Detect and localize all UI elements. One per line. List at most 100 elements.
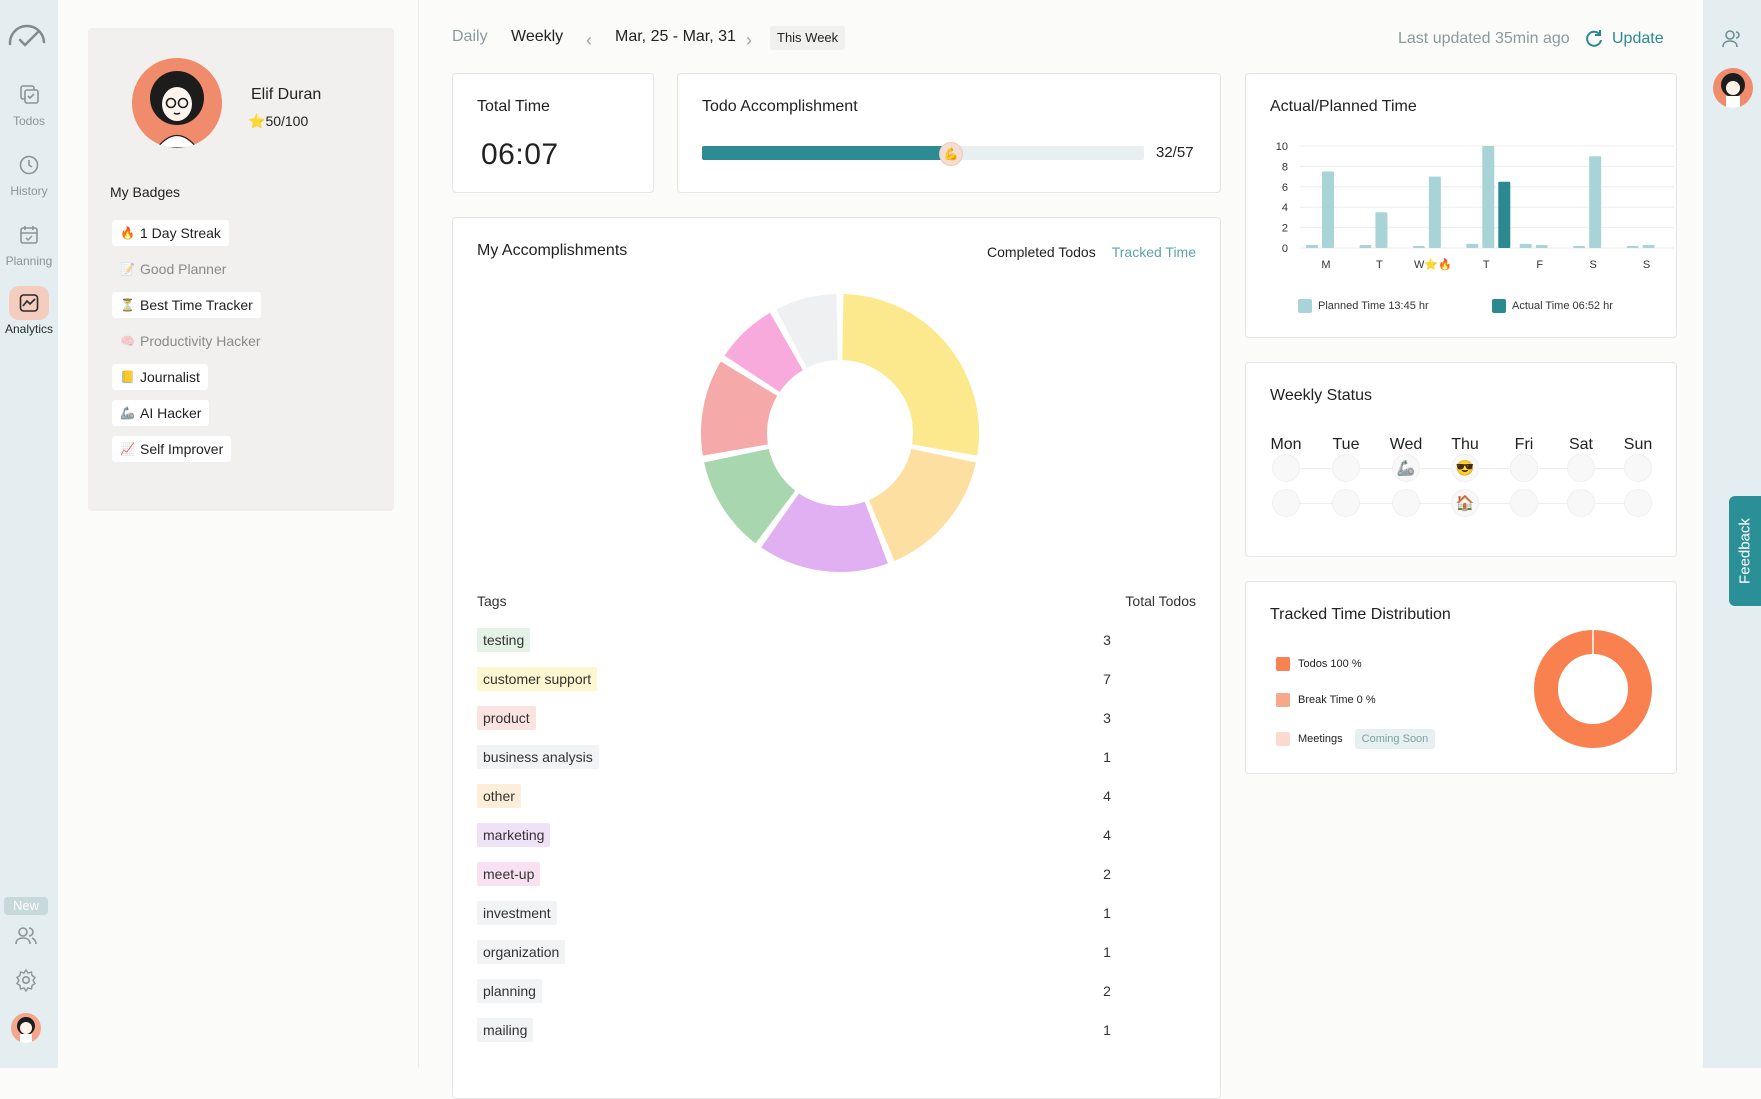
- logo-icon[interactable]: [6, 20, 48, 50]
- bar[interactable]: [1359, 244, 1372, 248]
- badge-item[interactable]: 🔥 1 Day Streak: [112, 220, 229, 246]
- refresh-icon: [1586, 30, 1602, 47]
- badge-item[interactable]: ⏳ Best Time Tracker: [112, 292, 261, 318]
- user-avatar[interactable]: [11, 1013, 41, 1043]
- status-cell: [1567, 454, 1595, 482]
- card-title: Tracked Time Distribution: [1270, 606, 1451, 623]
- bar[interactable]: [1626, 245, 1639, 248]
- tag-chip[interactable]: planning: [477, 979, 542, 1003]
- tab-weekly[interactable]: Weekly: [511, 28, 564, 45]
- bar[interactable]: [1322, 171, 1334, 249]
- weekday-label: Mon: [1270, 436, 1302, 453]
- status-cell: [1510, 454, 1538, 482]
- donut-segment[interactable]: [701, 446, 798, 546]
- nav-label: Analytics: [4, 322, 54, 336]
- donut-segment[interactable]: [699, 359, 780, 458]
- badges-title: My Badges: [110, 184, 181, 200]
- bar[interactable]: [1642, 244, 1655, 248]
- tag-chip[interactable]: meet-up: [477, 862, 541, 886]
- team-icon[interactable]: [14, 924, 38, 948]
- nav-item-planning[interactable]: Planning: [0, 218, 58, 268]
- tag-row: customer support 7: [477, 667, 1117, 693]
- tag-chip[interactable]: product: [477, 706, 536, 730]
- tag-row: organization 1: [477, 940, 1117, 966]
- total-time-value: 06:07: [481, 138, 559, 171]
- bar[interactable]: [1375, 212, 1388, 248]
- nav-item-history[interactable]: History: [0, 148, 58, 198]
- nav-item-analytics[interactable]: Analytics: [0, 286, 58, 336]
- avatar-face-icon: [17, 1017, 35, 1043]
- badge-label: Productivity Hacker: [140, 333, 261, 349]
- settings-gear-icon[interactable]: [14, 968, 38, 992]
- bar[interactable]: [1428, 176, 1441, 248]
- donut-segment[interactable]: [758, 491, 891, 574]
- legend-planned: Planned Time 13:45 hr: [1298, 299, 1429, 313]
- tag-chip[interactable]: mailing: [477, 1018, 534, 1042]
- status-cell: [1624, 454, 1652, 482]
- weekday-label: Wed: [1389, 436, 1423, 453]
- star-icon: ⭐: [248, 113, 266, 129]
- profile-panel: Elif Duran ⭐50/100 My Badges 🔥 1 Day Stre…: [88, 28, 394, 511]
- feedback-tab[interactable]: Feedback: [1729, 496, 1761, 606]
- x-tick-label: M: [1321, 259, 1330, 271]
- tag-chip[interactable]: organization: [477, 940, 566, 964]
- tag-chip[interactable]: testing: [477, 628, 531, 652]
- legend-actual: Actual Time 06:52 hr: [1492, 299, 1613, 313]
- tag-chip[interactable]: business analysis: [477, 745, 599, 769]
- legend-label: Break Time 0 %: [1298, 694, 1376, 706]
- weekday-label: Tue: [1332, 436, 1360, 453]
- badge-item[interactable]: 🧠 Productivity Hacker: [112, 328, 269, 354]
- bar[interactable]: [1498, 181, 1511, 248]
- collaborator-avatar[interactable]: [1713, 68, 1753, 108]
- tag-count: 1: [1103, 1022, 1111, 1038]
- total-todos-header: Total Todos: [1125, 593, 1196, 609]
- bar[interactable]: [1412, 245, 1425, 248]
- y-tick-label: 8: [1282, 161, 1288, 173]
- tab-completed-todos[interactable]: Completed Todos: [987, 244, 1096, 260]
- badge-item[interactable]: 🦾 AI Hacker: [112, 400, 210, 426]
- legend-swatch: [1276, 693, 1290, 707]
- badge-item[interactable]: 📝 Good Planner: [112, 256, 234, 282]
- badge-item[interactable]: 📒 Journalist: [112, 364, 208, 390]
- bar[interactable]: [1306, 244, 1318, 248]
- badge-label: AI Hacker: [140, 405, 202, 421]
- bar[interactable]: [1519, 243, 1532, 248]
- status-cell: [1332, 489, 1360, 517]
- tag-chip[interactable]: investment: [477, 901, 557, 925]
- y-tick-label: 0: [1282, 243, 1288, 255]
- accomplishments-card: My Accomplishments Completed Todos Track…: [452, 217, 1221, 1099]
- legend-label: Meetings: [1298, 733, 1343, 745]
- tab-tracked-time[interactable]: Tracked Time: [1111, 244, 1196, 260]
- tag-chip[interactable]: marketing: [477, 823, 551, 847]
- tracked-time-distribution-card: Tracked Time Distribution Todos 100 % Br…: [1245, 581, 1677, 774]
- nav-item-todos[interactable]: Todos: [0, 78, 58, 128]
- donut-segment[interactable]: [722, 310, 806, 395]
- donut-segment[interactable]: [866, 446, 979, 564]
- this-week-button[interactable]: This Week: [770, 26, 846, 50]
- bar[interactable]: [1573, 245, 1586, 248]
- bar[interactable]: [1589, 156, 1602, 248]
- legend-todos: Todos 100 %: [1276, 657, 1362, 671]
- bar[interactable]: [1535, 244, 1548, 248]
- legend-break-time: Break Time 0 %: [1276, 693, 1376, 707]
- progress-count: 32/57: [1156, 144, 1194, 161]
- tab-daily[interactable]: Daily: [452, 28, 488, 45]
- chevron-left-icon[interactable]: ‹: [586, 30, 592, 50]
- tag-chip[interactable]: other: [477, 784, 521, 808]
- bar[interactable]: [1466, 243, 1479, 248]
- people-icon[interactable]: [1720, 27, 1744, 51]
- donut-segment[interactable]: [773, 292, 840, 371]
- tag-count: 3: [1103, 710, 1111, 726]
- badge-label: 1 Day Streak: [140, 225, 221, 241]
- donut-segment[interactable]: [840, 292, 981, 458]
- bar[interactable]: [1482, 146, 1495, 248]
- update-button[interactable]: Update: [1584, 26, 1664, 52]
- chevron-right-icon[interactable]: ›: [746, 30, 752, 50]
- update-label: Update: [1612, 30, 1664, 47]
- tag-row: meet-up 2: [477, 862, 1117, 888]
- date-range: Mar, 25 - Mar, 31: [615, 28, 736, 45]
- badge-item[interactable]: 📈 Self Improver: [112, 436, 232, 462]
- tag-chip[interactable]: customer support: [477, 667, 598, 691]
- status-cell: [1567, 489, 1595, 517]
- tag-count: 2: [1103, 866, 1111, 882]
